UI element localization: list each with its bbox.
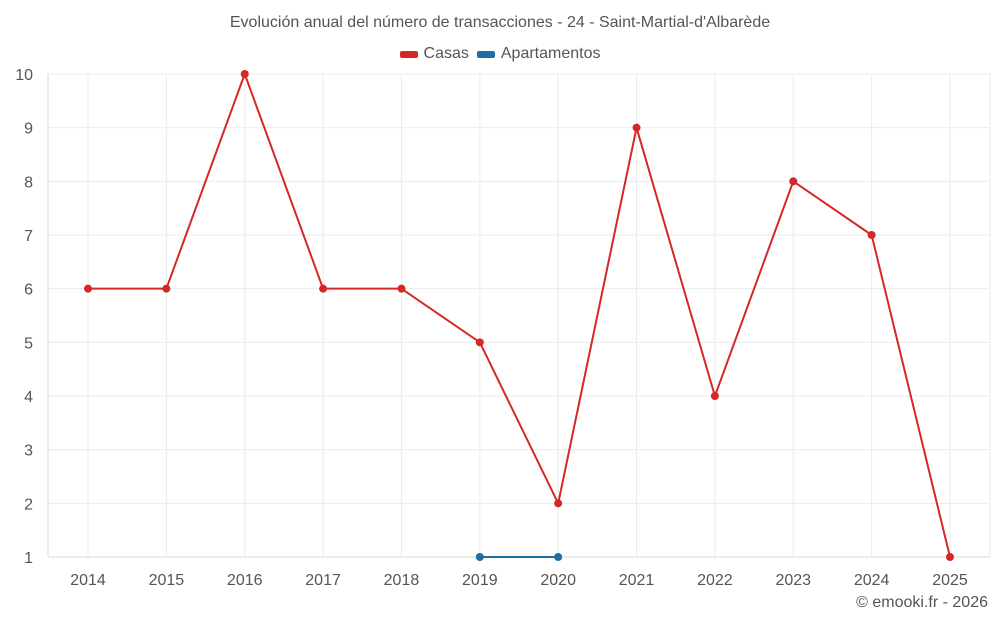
data-point-casas	[554, 499, 563, 508]
x-tick-label: 2024	[854, 572, 890, 589]
x-tick-label: 2020	[540, 572, 576, 589]
legend-label-apartamentos: Apartamentos	[500, 45, 601, 62]
x-tick-label: 2014	[70, 572, 106, 589]
y-tick-label: 8	[24, 174, 33, 191]
legend-swatch-apartamentos	[476, 50, 495, 58]
y-tick-label: 7	[24, 228, 33, 245]
x-tick-label: 2015	[149, 572, 185, 589]
credit-text: © emooki.fr - 2026	[856, 594, 988, 611]
y-tick-label: 3	[24, 443, 33, 460]
x-tick-label: 2018	[384, 572, 420, 589]
data-point-casas	[475, 338, 484, 347]
x-tick-label: 2019	[462, 572, 498, 589]
data-point-casas	[240, 70, 249, 78]
y-tick-label: 5	[24, 335, 33, 352]
data-point-casas	[789, 177, 798, 186]
data-point-apartamentos	[554, 553, 563, 561]
data-point-casas	[632, 123, 641, 132]
legend-item-casas[interactable]: Casas	[399, 45, 469, 63]
data-point-casas	[946, 553, 954, 561]
data-point-casas	[867, 231, 876, 239]
legend: Casas Apartamentos	[0, 45, 1000, 63]
x-tick-label: 2016	[227, 572, 263, 589]
y-tick-label: 9	[24, 121, 33, 138]
y-tick-label: 10	[15, 67, 33, 84]
legend-swatch-casas	[399, 50, 418, 58]
data-point-casas	[397, 284, 406, 293]
data-point-casas	[84, 284, 92, 293]
x-tick-label: 2025	[932, 572, 968, 589]
legend-item-apartamentos[interactable]: Apartamentos	[476, 45, 601, 63]
data-point-casas	[162, 284, 171, 293]
chart-title: Evolución anual del número de transaccio…	[229, 14, 771, 31]
y-tick-label: 1	[24, 550, 33, 567]
data-point-casas	[710, 392, 719, 400]
data-point-casas	[319, 284, 328, 293]
x-tick-label: 2017	[305, 572, 341, 589]
y-tick-label: 6	[24, 282, 33, 299]
y-tick-label: 4	[24, 389, 33, 406]
y-tick-label: 2	[24, 496, 33, 513]
x-tick-label: 2021	[619, 572, 655, 589]
series-line-casas	[88, 73, 951, 558]
x-tick-label: 2023	[775, 572, 811, 589]
x-tick-label: 2022	[697, 572, 733, 589]
data-point-apartamentos	[475, 553, 484, 561]
legend-label-casas: Casas	[423, 45, 469, 62]
